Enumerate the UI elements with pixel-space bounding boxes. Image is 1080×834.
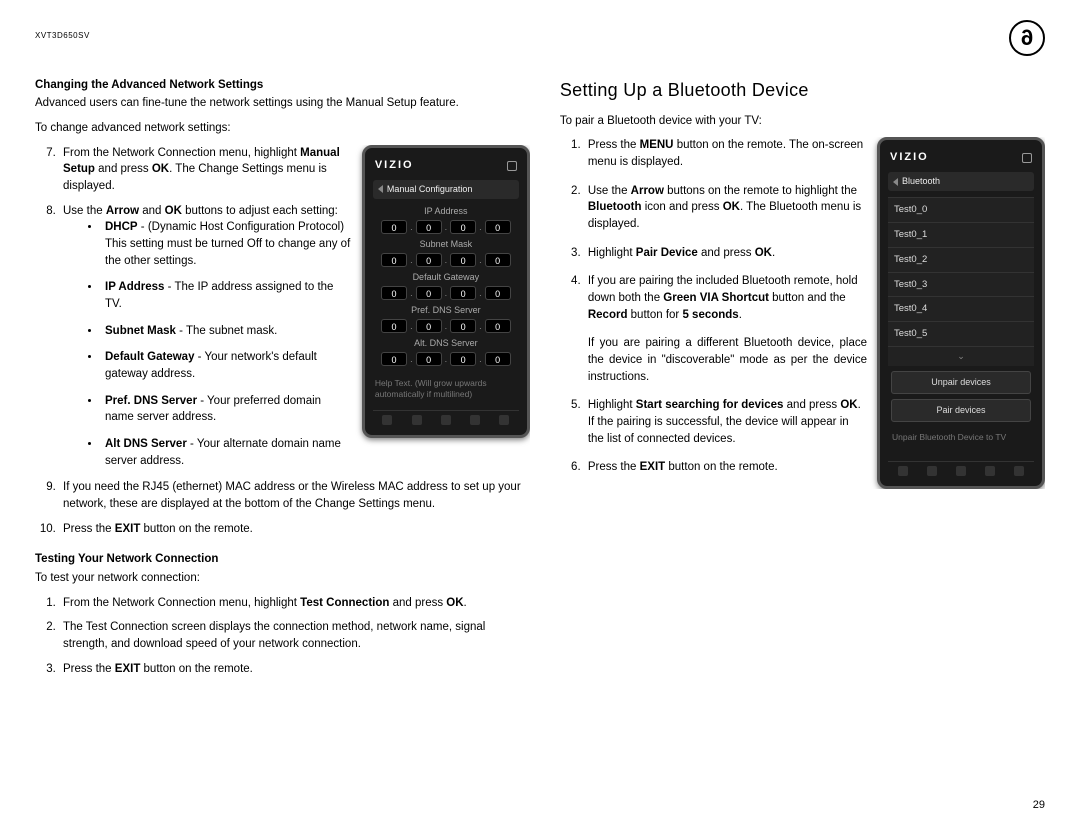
ip-octet: 0 — [450, 220, 476, 234]
para-advanced-intro: Advanced users can fine-tune the network… — [35, 95, 530, 112]
tv-screenshot-manual-config: VIZIO Manual Configuration IP Address 0.… — [362, 145, 530, 438]
tv-footer-icons — [373, 410, 519, 425]
page-number: 29 — [1033, 798, 1045, 814]
step-10: Press the EXIT button on the remote. — [59, 521, 530, 538]
footer-icon — [499, 415, 509, 425]
ip-octet: 0 — [485, 253, 511, 267]
tv-footer-icons — [888, 461, 1034, 476]
ip-octet: 0 — [381, 253, 407, 267]
bt-device-item: Test0_2 — [888, 247, 1034, 272]
heading-testing: Testing Your Network Connection — [35, 551, 530, 568]
unpair-button: Unpair devices — [891, 371, 1031, 394]
field-label: IP Address — [373, 205, 519, 218]
ip-octet: 0 — [381, 286, 407, 300]
field-label: Default Gateway — [373, 271, 519, 284]
step-9: If you need the RJ45 (ethernet) MAC addr… — [59, 479, 530, 512]
bt-device-item: Test0_4 — [888, 296, 1034, 321]
chapter-badge: 6 — [1009, 20, 1045, 56]
tv-brand-label: VIZIO — [375, 158, 414, 174]
footer-icon — [470, 415, 480, 425]
ip-octet: 0 — [450, 319, 476, 333]
bullet-alt-dns: Alt DNS Server - Your alternate domain n… — [101, 436, 530, 469]
bt-device-item: Test0_1 — [888, 222, 1034, 247]
ip-fields-group: IP Address 0.0.0.0 Subnet Mask 0.0.0.0 D… — [373, 205, 519, 366]
expand-icon: ⌄ — [888, 346, 1034, 366]
left-column: Changing the Advanced Network Settings A… — [35, 77, 530, 686]
tv-crumb-text: Manual Configuration — [387, 183, 473, 196]
footer-icon — [1014, 466, 1024, 476]
ip-octet: 0 — [381, 319, 407, 333]
tv-hint-text: Unpair Bluetooth Device to TV — [888, 427, 1034, 451]
para-testing-intro: To test your network connection: — [35, 570, 530, 587]
tv-breadcrumb: Bluetooth — [888, 172, 1034, 191]
footer-icon — [985, 466, 995, 476]
ip-octet: 0 — [450, 286, 476, 300]
ip-octet: 0 — [381, 220, 407, 234]
ip-octet: 0 — [485, 352, 511, 366]
footer-icon — [441, 415, 451, 425]
steps-testing: From the Network Connection menu, highli… — [35, 595, 530, 678]
test-step-1: From the Network Connection menu, highli… — [59, 595, 530, 612]
ip-octet: 0 — [485, 319, 511, 333]
footer-icon — [898, 466, 908, 476]
bt-device-item: Test0_3 — [888, 272, 1034, 297]
home-icon — [1022, 153, 1032, 163]
para-to-change: To change advanced network settings: — [35, 120, 530, 137]
para-bt-intro: To pair a Bluetooth device with your TV: — [560, 113, 1045, 130]
field-label: Pref. DNS Server — [373, 304, 519, 317]
ip-octet: 0 — [416, 319, 442, 333]
footer-icon — [927, 466, 937, 476]
back-arrow-icon — [378, 185, 383, 193]
tv-help-text: Help Text. (Will grow upwards automatica… — [373, 378, 519, 400]
ip-octet: 0 — [485, 286, 511, 300]
footer-icon — [412, 415, 422, 425]
field-label: Alt. DNS Server — [373, 337, 519, 350]
ip-octet: 0 — [416, 253, 442, 267]
home-icon — [507, 161, 517, 171]
bt-device-item: Test0_0 — [888, 197, 1034, 222]
heading-advanced-settings: Changing the Advanced Network Settings — [35, 77, 530, 94]
ip-octet: 0 — [485, 220, 511, 234]
tv-crumb-text: Bluetooth — [902, 175, 940, 188]
field-label: Subnet Mask — [373, 238, 519, 251]
footer-icon — [382, 415, 392, 425]
bt-device-item: Test0_5 — [888, 321, 1034, 346]
footer-icon — [956, 466, 966, 476]
back-arrow-icon — [893, 178, 898, 186]
test-step-2: The Test Connection screen displays the … — [59, 619, 530, 652]
ip-octet: 0 — [381, 352, 407, 366]
right-column: Setting Up a Bluetooth Device To pair a … — [560, 77, 1045, 686]
model-number: XVT3D650SV — [35, 30, 1045, 42]
tv-breadcrumb: Manual Configuration — [373, 180, 519, 199]
tv-brand-label: VIZIO — [890, 150, 929, 166]
tv-screenshot-bluetooth: VIZIO Bluetooth Test0_0 Test0_1 Test0_2 … — [877, 137, 1045, 489]
ip-octet: 0 — [416, 286, 442, 300]
test-step-3: Press the EXIT button on the remote. — [59, 661, 530, 678]
ip-octet: 0 — [450, 253, 476, 267]
ip-octet: 0 — [416, 220, 442, 234]
pair-button: Pair devices — [891, 399, 1031, 422]
ip-octet: 0 — [450, 352, 476, 366]
ip-octet: 0 — [416, 352, 442, 366]
heading-bluetooth: Setting Up a Bluetooth Device — [560, 77, 1045, 103]
